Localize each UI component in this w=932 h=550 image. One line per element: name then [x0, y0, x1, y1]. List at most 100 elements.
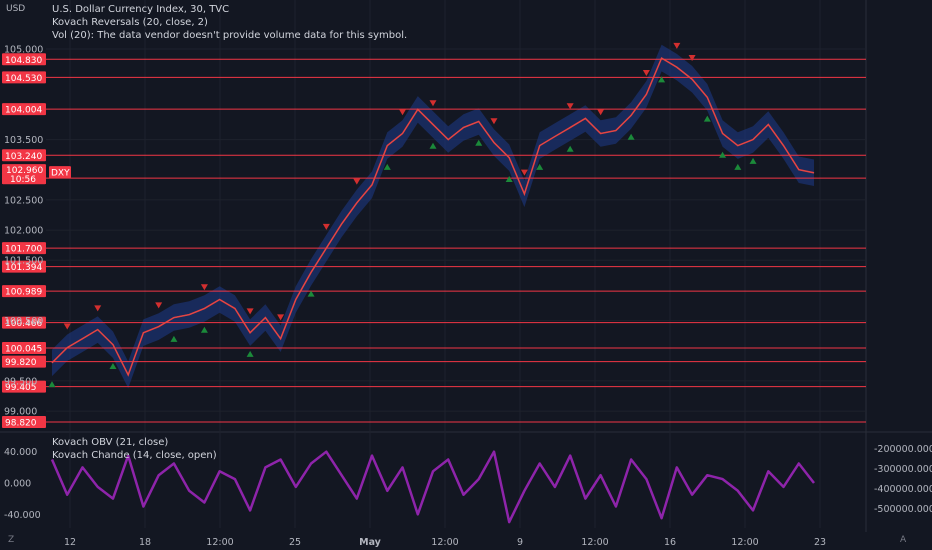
- buy-marker: [658, 76, 666, 83]
- sell-marker: [429, 100, 437, 107]
- x-tick-label: 12: [64, 537, 76, 548]
- level-label: 99.405: [5, 383, 37, 393]
- level-label-bg: [2, 53, 46, 66]
- chart-title: U.S. Dollar Currency Index, 30, TVC: [52, 4, 230, 15]
- sell-marker: [200, 284, 208, 291]
- indicator-legend-1[interactable]: Kovach Reversals (20, close, 2): [52, 17, 208, 28]
- osc-y-tick-label: 40.000: [4, 447, 37, 458]
- level-label: 100.045: [5, 345, 42, 355]
- x-tick-label: 23: [814, 537, 826, 548]
- y-tick-label: 105.000: [4, 45, 43, 56]
- symbol-tag: [49, 166, 71, 179]
- sell-marker: [399, 109, 407, 116]
- buy-marker: [383, 163, 391, 170]
- level-label: 101.394: [5, 263, 42, 273]
- sell-marker: [642, 70, 650, 77]
- sell-marker: [673, 42, 681, 49]
- level-label-bg: [2, 260, 46, 273]
- buy-marker: [475, 139, 483, 146]
- level-label: 99.820: [5, 358, 37, 368]
- buy-marker: [246, 350, 254, 357]
- sell-marker: [566, 103, 574, 110]
- y-tick-label: 102.000: [4, 226, 43, 237]
- level-label: 100.466: [5, 319, 42, 329]
- osc-y-tick-label: 0.000: [4, 479, 31, 490]
- level-label: 100.989: [5, 288, 42, 298]
- level-label-bg: [2, 380, 46, 393]
- sell-marker: [688, 54, 696, 61]
- buy-marker: [719, 151, 727, 158]
- sell-marker: [322, 223, 330, 230]
- level-label: 104.530: [5, 74, 42, 84]
- x-tick-label: 12:00: [581, 537, 608, 548]
- osc-right-tick-label: -300000.000: [874, 464, 932, 475]
- level-label: 104.830: [5, 56, 42, 66]
- sell-marker: [520, 169, 528, 176]
- x-tick-label: 16: [664, 537, 676, 548]
- buy-marker: [734, 163, 742, 170]
- osc-right-tick-label: -200000.000: [874, 444, 932, 455]
- level-label: 104.004: [5, 106, 42, 116]
- lower-legend-1[interactable]: Kovach OBV (21, close): [52, 437, 169, 448]
- close-line: [51, 56, 815, 377]
- level-label-bg: [2, 342, 46, 355]
- buy-marker: [627, 133, 635, 140]
- y-tick-label: 100.500: [4, 316, 43, 327]
- sell-marker: [490, 118, 498, 125]
- y-tick-label: 103.500: [4, 135, 43, 146]
- x-tick-label: 12:00: [431, 537, 458, 548]
- current-price-tag: [2, 164, 46, 185]
- y-tick-label: 102.500: [4, 195, 43, 206]
- buy-marker: [505, 175, 513, 182]
- x-tick-label: 25: [289, 537, 301, 548]
- level-label-bg: [2, 316, 46, 329]
- sell-marker: [63, 323, 71, 330]
- sell-marker: [277, 314, 285, 321]
- level-label-bg: [2, 242, 46, 255]
- buy-marker: [749, 157, 757, 164]
- level-label-bg: [2, 103, 46, 116]
- x-tick-label: 12:00: [206, 537, 233, 548]
- buy-marker: [566, 145, 574, 152]
- sell-marker: [155, 302, 163, 309]
- x-tick-label: May: [359, 537, 382, 548]
- osc-right-tick-label: -400000.000: [874, 484, 932, 495]
- buy-marker: [703, 115, 711, 122]
- x-tick-label: 12:00: [731, 537, 758, 548]
- oscillator-series: [50, 450, 815, 524]
- level-label: 101.700: [5, 245, 42, 255]
- buy-marker: [48, 381, 56, 388]
- level-label-bg: [2, 71, 46, 84]
- sell-marker: [246, 308, 254, 315]
- osc-y-tick-label: -40.000: [4, 510, 41, 521]
- indicator-legend-2[interactable]: Vol (20): The data vendor doesn't provid…: [52, 30, 408, 41]
- sell-marker: [597, 109, 605, 116]
- y-tick-label: 99.500: [4, 376, 37, 387]
- symbol-label: DXY: [51, 169, 70, 179]
- zoom-icon[interactable]: Z: [8, 535, 15, 545]
- level-label-bg: [2, 355, 46, 368]
- x-tick-label: 9: [517, 537, 523, 548]
- level-label-bg: [2, 285, 46, 298]
- sell-marker: [353, 178, 361, 185]
- current-price-time: 10:56: [10, 175, 36, 185]
- level-label-bg: [2, 415, 46, 428]
- axes: 12 18 12:00 25 May 12:00 9 12:00 16 12:00 23 105.00…: [2, 45, 932, 548]
- volatility-band: [52, 44, 814, 389]
- band-area: [52, 44, 814, 389]
- sell-marker: [94, 305, 102, 312]
- y-tick-label: 99.000: [4, 407, 37, 418]
- buy-marker: [536, 163, 544, 170]
- reversal-markers: [48, 42, 757, 388]
- level-label-bg: [2, 149, 46, 162]
- horizontal-levels[interactable]: 104.830104.530104.004103.240102.860101.7…: [2, 53, 866, 428]
- current-price-value: 102.960: [6, 166, 43, 176]
- lower-legend-2[interactable]: Kovach Chande (14, close, open): [52, 450, 217, 461]
- currency-label: USD: [6, 4, 26, 14]
- auto-scale-button[interactable]: A: [900, 535, 907, 545]
- y-tick-label: 101.500: [4, 256, 43, 267]
- price-series: [51, 56, 815, 377]
- buy-marker: [200, 326, 208, 333]
- x-tick-label: 18: [139, 537, 151, 548]
